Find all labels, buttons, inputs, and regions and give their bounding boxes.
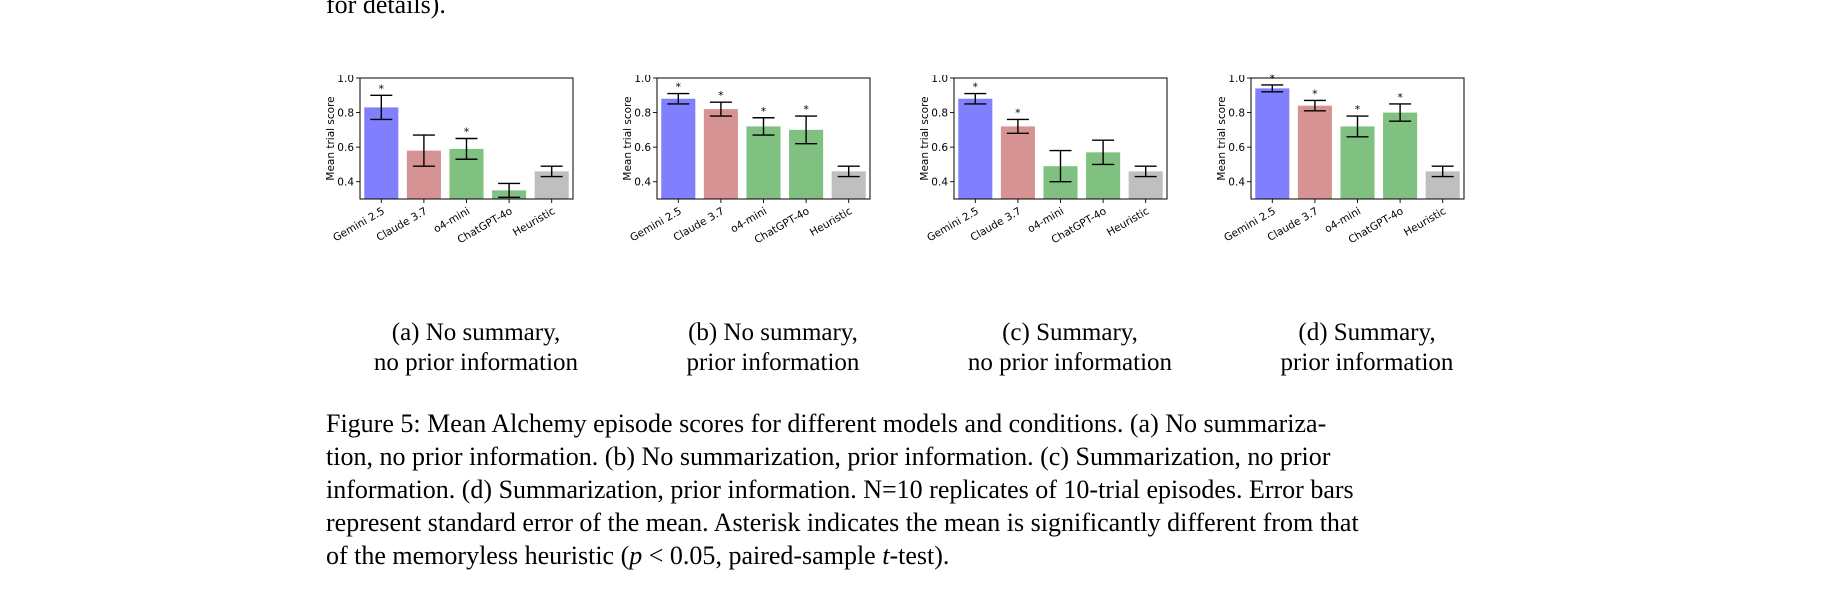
y-tick-label: 0.4	[1228, 177, 1245, 189]
significance-asterisk: *	[973, 81, 979, 94]
bar-o4-mini	[1340, 126, 1375, 199]
significance-asterisk: *	[803, 103, 809, 116]
y-tick-label: 0.8	[1228, 107, 1245, 119]
subcaption-c-line1: (c) Summary,	[1002, 319, 1138, 346]
bar-claude-3-7	[1000, 126, 1035, 199]
subcaption-b: (b) No summary, prior information	[623, 318, 923, 378]
bar-gemini-2-5	[958, 98, 993, 199]
bar-gemini-2-5	[364, 107, 399, 199]
caption-line-5-middle: , paired-sample	[715, 541, 883, 570]
significance-asterisk: *	[1312, 87, 1318, 100]
bar-claude-3-7	[703, 109, 738, 199]
y-tick-label: 0.4	[634, 177, 651, 189]
y-tick-label: 0.6	[1228, 142, 1245, 154]
t-test-symbol: t	[882, 541, 890, 570]
caption-line-5-prefix: of the memoryless heuristic (	[326, 541, 630, 570]
subcaption-a-line1: (a) No summary,	[391, 319, 561, 346]
x-tick-label: Heuristic	[1105, 205, 1151, 239]
significance-asterisk: *	[761, 105, 767, 118]
chart-panel-a: Mean trial score 0.4 0.6 0.8 1.0 * Gemini 2.5 C…	[326, 75, 626, 385]
caption-line-1: Figure 5: Mean Alchemy episode scores fo…	[326, 409, 1327, 438]
subcaption-b-line2: prior information	[686, 349, 860, 376]
y-tick-label: 0.8	[634, 107, 651, 119]
y-tick-label: 0.6	[634, 142, 651, 154]
y-tick-label: 1.0	[931, 75, 948, 85]
significance-asterisk: *	[718, 89, 724, 102]
y-tick-label: 0.4	[931, 177, 948, 189]
significance-asterisk: *	[1015, 106, 1021, 119]
y-tick-label: 1.0	[634, 75, 651, 85]
bar-gemini-2-5	[661, 98, 696, 199]
x-tick-label: Heuristic	[511, 205, 557, 239]
subcaption-d-line1: (d) Summary,	[1298, 319, 1436, 346]
significance-asterisk: *	[379, 82, 385, 95]
y-axis-label: Mean trial score	[920, 96, 931, 180]
caption-line-2: tion, no prior information. (b) No summa…	[326, 442, 1331, 471]
subcaption-c-line2: no prior information	[967, 349, 1173, 376]
subcaption-d-line2: prior information	[1280, 349, 1454, 376]
figure-caption: Figure 5: Mean Alchemy episode scores fo…	[326, 407, 1526, 572]
p-value-symbol: p	[629, 541, 643, 570]
caption-line-3: information. (d) Summarization, prior in…	[326, 475, 1354, 504]
preceding-text-fragment: for details).	[326, 0, 446, 19]
y-tick-label: 0.8	[931, 107, 948, 119]
bar-o4-mini	[746, 126, 781, 199]
plot-frame	[953, 77, 1168, 200]
x-tick-label: Heuristic	[1402, 205, 1448, 239]
caption-line-5-suffix: -test).	[889, 541, 950, 570]
bar-chatgpt-4o	[1383, 112, 1418, 199]
p-value-threshold: < 0.05	[642, 541, 716, 570]
significance-asterisk: *	[1355, 103, 1361, 116]
y-tick-label: 0.6	[337, 142, 354, 154]
y-tick-label: 0.6	[931, 142, 948, 154]
significance-asterisk: *	[1270, 75, 1276, 85]
subcaption-d: (d) Summary, prior information	[1217, 318, 1517, 378]
chart-panel-c: Mean trial score 0.4 0.6 0.8 1.0 * Gemini 2.5 *…	[920, 75, 1220, 385]
y-tick-label: 1.0	[337, 75, 354, 85]
chart-panel-b: Mean trial score 0.4 0.6 0.8 1.0 * Gemini 2.5 *…	[623, 75, 923, 385]
significance-asterisk: *	[676, 81, 682, 94]
bar-gemini-2-5	[1255, 88, 1290, 199]
y-axis-label: Mean trial score	[326, 96, 337, 180]
chart-panel-d: Mean trial score 0.4 0.6 0.8 1.0 * Gemini 2.5 *…	[1217, 75, 1517, 385]
significance-asterisk: *	[1397, 91, 1403, 104]
subcaption-a-line2: no prior information	[373, 349, 579, 376]
plot-frame	[1250, 77, 1465, 200]
caption-line-5: of the memoryless heuristic (p < 0.05, p…	[326, 539, 1526, 572]
subcaption-c: (c) Summary, no prior information	[920, 318, 1220, 378]
plot-frame	[656, 77, 871, 200]
x-tick-label: Heuristic	[808, 205, 854, 239]
plot-frame	[359, 77, 574, 200]
subcaption-a: (a) No summary, no prior information	[326, 318, 626, 378]
y-axis-label: Mean trial score	[623, 96, 634, 180]
y-axis-label: Mean trial score	[1217, 96, 1228, 180]
caption-line-4: represent standard error of the mean. As…	[326, 508, 1359, 537]
significance-asterisk: *	[464, 126, 470, 139]
bar-claude-3-7	[1297, 105, 1332, 199]
y-tick-label: 1.0	[1228, 75, 1245, 85]
y-tick-label: 0.8	[337, 107, 354, 119]
y-tick-label: 0.4	[337, 177, 354, 189]
subcaption-b-line1: (b) No summary,	[688, 319, 858, 346]
